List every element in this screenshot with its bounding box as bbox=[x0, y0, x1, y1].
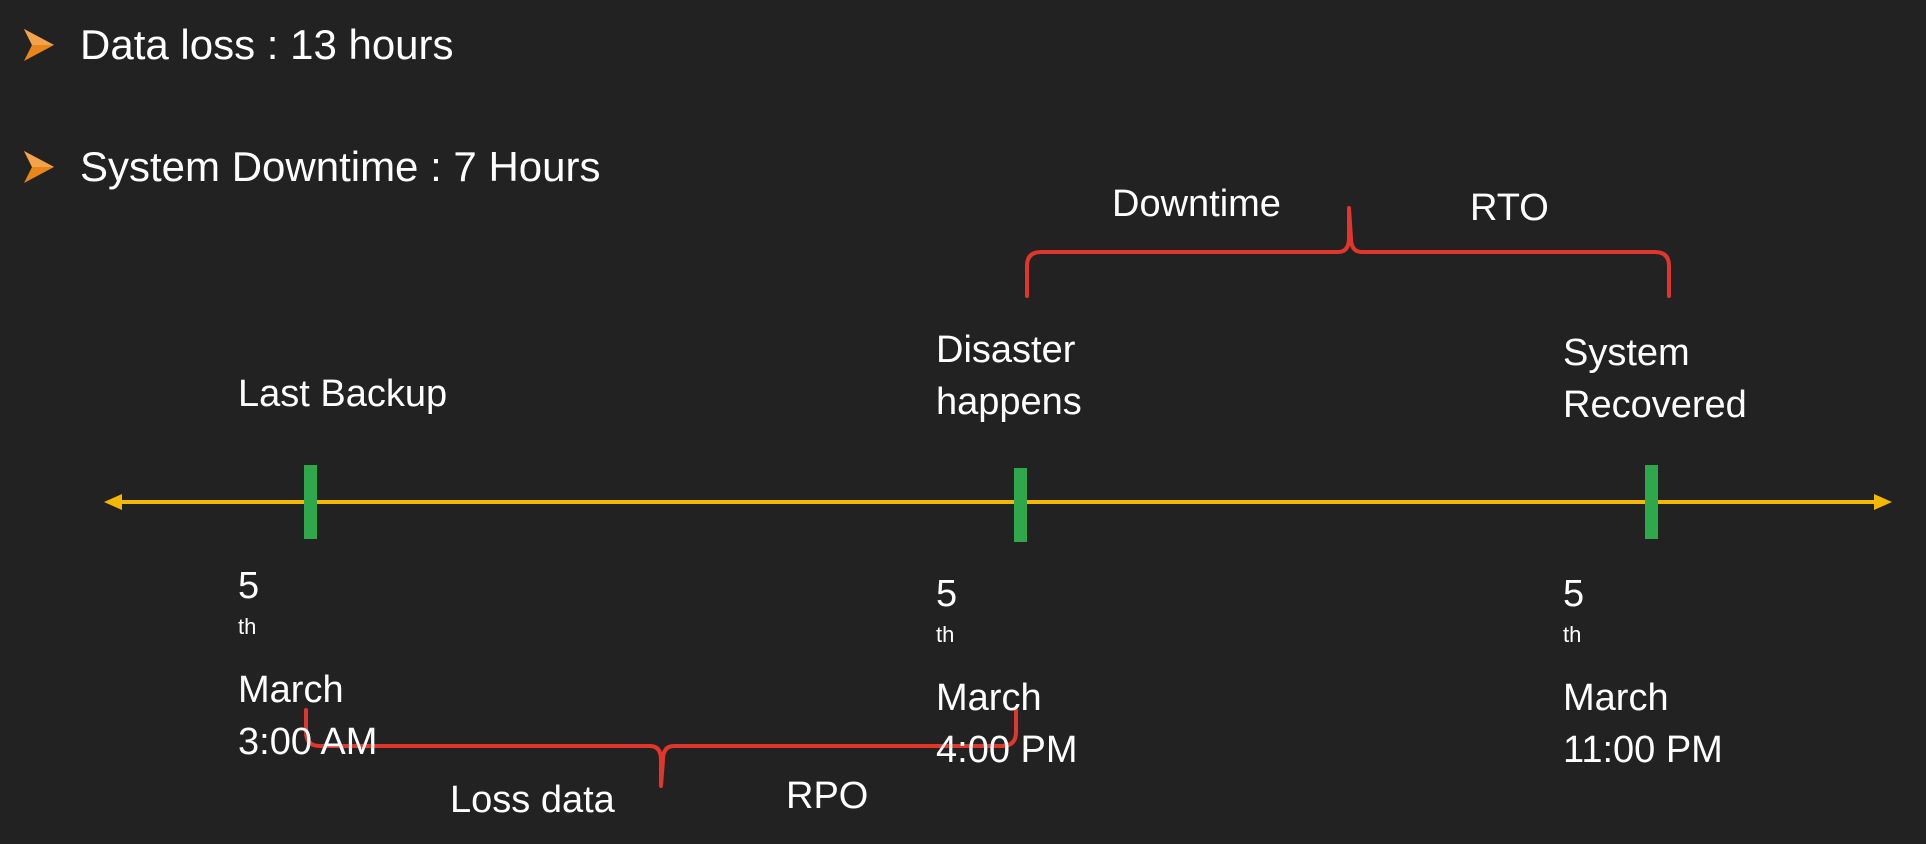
downtime-label: Downtime bbox=[1112, 183, 1281, 225]
bullet-text: System Downtime : 7 Hours bbox=[80, 143, 601, 190]
loss-data-label: Loss data bbox=[450, 779, 615, 821]
event-title-system-recovered: System Recovered bbox=[1563, 327, 1747, 431]
event-day-suffix: th bbox=[238, 614, 257, 640]
event-time: 4:00 PM bbox=[936, 729, 1078, 771]
rpo-label: RPO bbox=[786, 775, 869, 817]
event-day: 5 bbox=[936, 573, 958, 615]
chevron-arrow-icon bbox=[24, 151, 54, 183]
event-date-last-backup: 5 th March 3:00 AM bbox=[238, 560, 377, 768]
event-title-disaster-happens: Disaster happens bbox=[936, 324, 1082, 428]
bullet-system-downtime: System Downtime : 7 Hours bbox=[22, 146, 601, 188]
timeline-right-arrowhead bbox=[1874, 494, 1892, 510]
event-date: 5 th March bbox=[238, 560, 377, 716]
event-time: 11:00 PM bbox=[1563, 729, 1723, 771]
event-date: 5 th March bbox=[936, 568, 1078, 724]
tick-system-recovered bbox=[1645, 465, 1658, 539]
chevron-arrow-icon bbox=[24, 29, 54, 61]
event-day-suffix: th bbox=[1563, 622, 1582, 648]
tick-last-backup bbox=[304, 465, 317, 539]
event-title-line: Recovered bbox=[1563, 384, 1747, 426]
event-title-line: System bbox=[1563, 332, 1690, 374]
lower-brace bbox=[304, 708, 1018, 788]
bullet-text: Data loss : 13 hours bbox=[80, 21, 454, 68]
tick-disaster-happens bbox=[1014, 468, 1027, 542]
event-title-last-backup: Last Backup bbox=[238, 368, 447, 420]
event-title-line: happens bbox=[936, 381, 1082, 423]
rto-label: RTO bbox=[1470, 187, 1549, 229]
event-title-line: Disaster bbox=[936, 329, 1076, 371]
event-month: March bbox=[238, 669, 344, 711]
event-date-system-recovered: 5 th March 11:00 PM bbox=[1563, 568, 1723, 776]
timeline-left-arrowhead bbox=[104, 494, 122, 510]
event-date-disaster-happens: 5 th March 4:00 PM bbox=[936, 568, 1078, 776]
event-time: 3:00 AM bbox=[238, 721, 378, 763]
event-day: 5 bbox=[1563, 573, 1585, 615]
event-month: March bbox=[1563, 677, 1669, 719]
bullet-data-loss: Data loss : 13 hours bbox=[22, 24, 454, 66]
upper-brace bbox=[1025, 206, 1671, 298]
event-day-suffix: th bbox=[936, 622, 955, 648]
event-title-line: Last Backup bbox=[238, 373, 448, 415]
event-day: 5 bbox=[238, 565, 260, 607]
event-month: March bbox=[936, 677, 1042, 719]
event-date: 5 th March bbox=[1563, 568, 1723, 724]
